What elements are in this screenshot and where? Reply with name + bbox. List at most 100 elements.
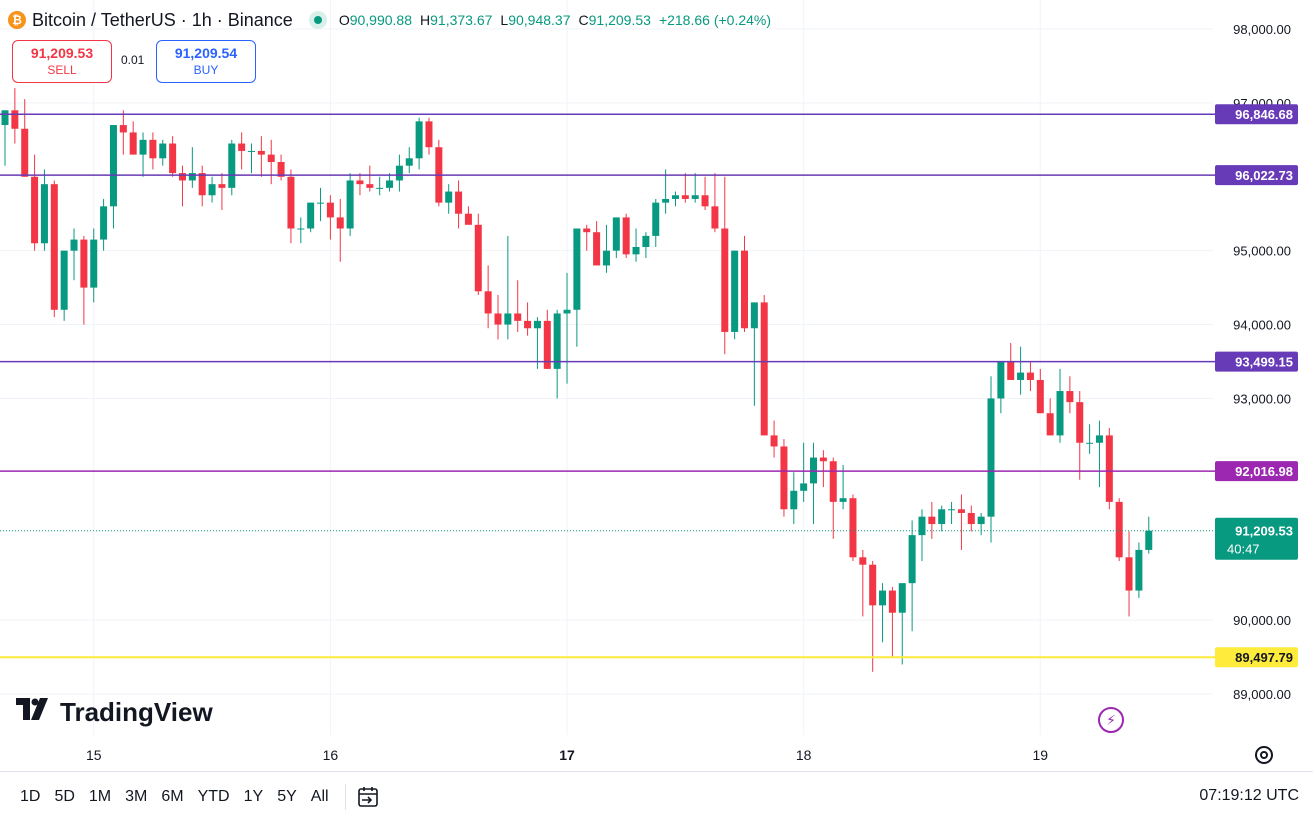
candle-body <box>504 313 512 325</box>
range-ytd-button[interactable]: YTD <box>197 787 230 805</box>
lightning-icon[interactable]: ⚡ <box>1098 707 1124 733</box>
x-tick-label: 17 <box>559 747 575 763</box>
utc-clock[interactable]: 07:19:12 UTC <box>1199 787 1299 804</box>
candle-body <box>819 457 827 462</box>
candle-body <box>80 239 88 288</box>
candle-body <box>1046 413 1054 436</box>
range-6m-button[interactable]: 6M <box>161 787 184 805</box>
price-chart[interactable]: 98,000.0097,000.0095,000.0094,000.0093,0… <box>0 0 1313 771</box>
candle-body <box>1036 379 1044 414</box>
candle-body <box>90 239 98 288</box>
level-price-tag <box>1215 647 1298 668</box>
x-tick-label: 16 <box>323 747 339 763</box>
candle-body <box>425 121 433 148</box>
candle-body <box>908 535 916 584</box>
open-value: 90,990.88 <box>349 12 412 28</box>
symbol-header: ₿ Bitcoin / TetherUS · 1h · Binance O90,… <box>8 8 771 32</box>
symbol-title[interactable]: Bitcoin / TetherUS · 1h · Binance <box>32 9 293 30</box>
range-3m-button[interactable]: 3M <box>125 787 148 805</box>
candle-body <box>790 490 798 510</box>
candle-body <box>11 110 19 129</box>
buy-button[interactable]: 91,209.54 BUY <box>156 40 256 83</box>
candle-body <box>287 176 295 229</box>
candle-body <box>602 250 610 266</box>
sell-button[interactable]: 91,209.53 SELL <box>12 40 112 83</box>
candle-body <box>612 217 620 251</box>
candle-body <box>366 184 374 188</box>
candle-body <box>721 228 729 332</box>
candle-body <box>208 184 216 196</box>
tradingview-logo[interactable]: TradingView <box>16 697 213 728</box>
level-price-tag <box>1215 165 1298 186</box>
candle-body <box>297 228 305 230</box>
spread-value: 0.01 <box>121 53 145 67</box>
candle-body <box>386 180 394 188</box>
candle-body <box>622 217 630 255</box>
go-to-date-icon[interactable] <box>356 785 380 809</box>
candle-body <box>307 202 315 229</box>
candle-body <box>1 110 9 126</box>
candle-body <box>415 121 423 159</box>
market-status-icon[interactable] <box>308 11 327 29</box>
candle-body <box>1007 361 1015 380</box>
y-tick-label: 94,000.00 <box>1233 318 1291 333</box>
candle-body <box>1105 435 1113 502</box>
candle-body <box>1145 530 1153 550</box>
candle-body <box>948 509 956 511</box>
candle-body <box>248 150 255 152</box>
range-1m-button[interactable]: 1M <box>88 787 112 805</box>
x-tick-label: 15 <box>86 747 102 763</box>
level-price-tag <box>1215 351 1298 372</box>
range-1y-button[interactable]: 1Y <box>243 787 264 805</box>
candle-body <box>750 302 758 329</box>
candle-body <box>238 143 246 151</box>
candle-body <box>583 228 591 233</box>
x-tick-label: 19 <box>1033 747 1049 763</box>
y-tick-label: 89,000.00 <box>1233 687 1291 702</box>
candle-body <box>119 125 127 133</box>
candle-body <box>50 184 58 310</box>
change-value: +218.66 (+0.24%) <box>658 12 772 28</box>
candle-body <box>21 128 29 177</box>
candle-body <box>1086 442 1094 444</box>
candle-body <box>928 516 936 525</box>
candle-body <box>888 590 896 613</box>
candle-body <box>898 583 906 613</box>
candle-body <box>70 239 78 251</box>
last-price-label: 91,209.53 <box>1235 524 1293 539</box>
candle-body <box>514 313 522 321</box>
candle-body <box>188 173 196 181</box>
sell-price: 91,209.53 <box>30 45 94 61</box>
candle-body <box>455 191 463 214</box>
candle-body <box>376 187 384 189</box>
candle-body <box>129 132 137 155</box>
candle-body <box>346 180 354 229</box>
candle-body <box>741 250 748 329</box>
level-price-label: 93,499.15 <box>1235 355 1293 370</box>
candle-body <box>139 139 147 155</box>
candle-body <box>632 246 640 255</box>
bitcoin-icon: ₿ <box>8 11 26 29</box>
candle-body <box>849 498 857 558</box>
level-price-tag <box>1215 104 1298 125</box>
range-all-button[interactable]: All <box>310 787 329 805</box>
candle-body <box>484 291 492 314</box>
candle-body <box>494 313 502 325</box>
bottom-toolbar: 1D 5D 1M 3M 6M YTD 1Y 5Y All 07:19:12 UT… <box>0 771 1313 821</box>
chart-settings-icon[interactable] <box>1255 746 1273 764</box>
range-5y-button[interactable]: 5Y <box>277 787 297 805</box>
y-tick-label: 98,000.00 <box>1233 22 1291 37</box>
candle-body <box>445 191 453 203</box>
close-key: C <box>578 12 589 28</box>
candle-body <box>524 320 532 329</box>
candle-body <box>159 143 167 159</box>
tradingview-logo-icon <box>16 698 52 727</box>
candle-body <box>957 509 965 513</box>
range-1d-button[interactable]: 1D <box>20 787 41 805</box>
y-tick-label: 95,000.00 <box>1233 244 1291 259</box>
candle-body <box>257 150 265 155</box>
candle-body <box>149 139 157 159</box>
range-5d-button[interactable]: 5D <box>54 787 75 805</box>
candle-body <box>918 516 926 536</box>
